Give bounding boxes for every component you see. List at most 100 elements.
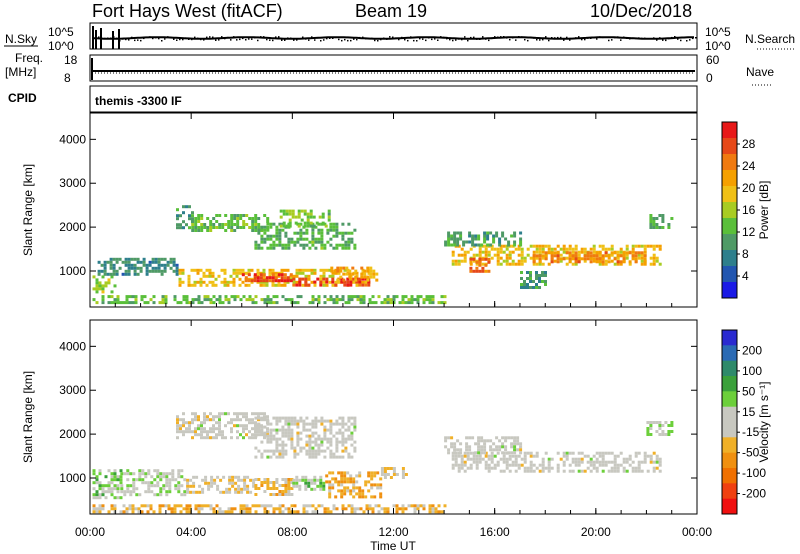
data-cell [271,280,275,284]
data-cell [643,257,647,261]
data-cell [207,484,211,488]
data-cell [613,457,617,461]
data-cell [232,268,236,272]
data-cell [284,484,288,487]
data-cell [541,254,545,258]
data-cell [574,247,578,251]
data-cell [631,250,635,254]
data-cell [317,443,321,447]
data-cell [634,257,638,261]
data-cell [610,466,614,470]
data-cell [157,257,161,261]
noise-search-dot [368,37,370,40]
data-cell [278,490,282,493]
data-cell [278,510,282,514]
data-cell [350,416,354,420]
xtick-label: 00:00 [682,525,712,539]
data-cell [275,416,279,420]
data-cell [434,510,438,514]
data-cell [281,490,285,493]
data-cell [263,434,267,438]
data-cell [319,268,323,272]
data-cell [341,234,345,238]
data-cell [314,237,318,241]
data-cell [328,280,332,284]
data-cell [284,246,288,250]
data-cell [496,247,500,251]
data-cell [271,276,275,280]
data-cell [239,412,242,416]
data-cell [299,431,303,435]
power-colorbar-label: Power [dB] [757,181,771,240]
data-cell [311,452,315,456]
data-cell [191,220,195,223]
data-cell [317,301,321,305]
data-cell [221,226,225,229]
data-cell [377,504,381,508]
data-cell [173,507,177,511]
data-cell [244,271,248,275]
data-cell [259,283,263,287]
noise-search-dot [455,39,457,41]
data-cell [248,295,252,299]
data-cell [422,301,426,305]
data-cell [419,504,423,508]
data-cell [383,470,387,473]
data-cell [181,271,185,275]
data-cell [480,451,484,455]
data-cell [538,247,542,251]
data-cell [192,475,196,479]
data-cell [634,254,638,258]
data-cell [625,251,629,255]
data-cell [275,419,279,423]
data-cell [538,286,541,289]
data-cell [230,226,234,229]
noise-search-dot [374,39,376,42]
freq-label: Freq. [15,51,43,65]
data-cell [325,283,329,287]
data-cell [137,507,141,511]
data-cell [375,272,379,276]
data-cell [193,283,197,287]
data-cell [343,477,347,481]
data-cell [272,416,276,420]
data-cell [443,295,447,299]
data-cell [120,484,124,488]
data-cell [311,234,315,238]
data-cell [583,254,587,258]
data-cell [493,463,497,467]
data-cell [364,480,368,484]
data-cell [236,424,239,428]
data-cell [239,510,243,514]
data-cell [294,221,298,225]
data-cell [477,439,481,443]
data-cell [151,269,155,273]
data-cell [116,301,120,305]
data-cell [480,436,484,440]
data-cell [274,283,278,287]
data-cell [212,223,216,226]
data-cell [401,504,405,508]
data-cell [401,467,405,470]
data-cell [513,442,517,446]
data-cell [260,481,264,484]
data-cell [290,431,294,435]
noise-search-dot [335,36,337,39]
data-cell [613,469,617,473]
data-cell [345,266,349,270]
noise-search-dot [206,36,208,39]
data-cell [541,256,545,260]
data-cell [206,226,210,229]
data-cell [326,228,330,232]
data-cell [107,487,111,491]
data-cell [126,472,130,476]
data-cell [340,495,344,499]
data-cell [462,240,466,244]
data-cell [658,433,662,436]
data-cell [182,418,185,422]
data-cell [311,510,315,514]
data-cell [480,445,484,449]
data-cell [178,271,182,275]
data-cell [317,504,321,508]
